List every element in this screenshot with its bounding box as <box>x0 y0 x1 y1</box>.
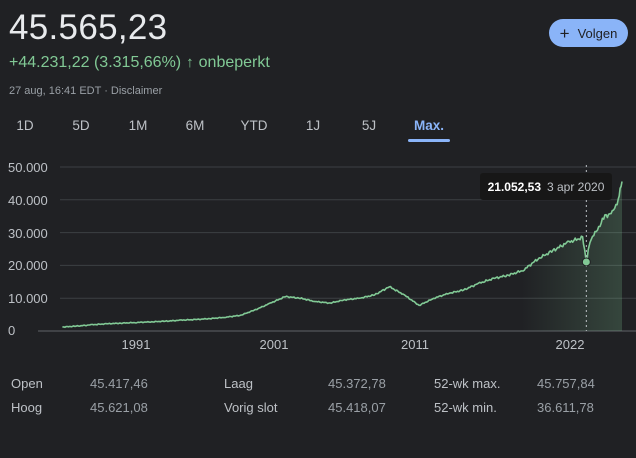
stat-value-52wk-min: 36.611,78 <box>537 400 594 415</box>
tab-6m[interactable]: 6M <box>185 118 205 133</box>
arrow-up-icon: ↑ <box>186 54 194 71</box>
tab-1d[interactable]: 1D <box>16 118 34 133</box>
x-tick-label: 1991 <box>121 337 151 352</box>
stat-value-52wk-max: 45.757,84 <box>537 376 595 391</box>
change-period: onbeperkt <box>198 54 270 71</box>
y-tick-label: 0 <box>8 323 16 338</box>
index-price: 45.565,23 <box>9 8 168 47</box>
tooltip-date: 3 apr 2020 <box>547 179 605 194</box>
y-tick-label: 20.000 <box>8 258 48 273</box>
follow-label: Volgen <box>577 25 618 41</box>
stat-value-prev-close: 45.418,07 <box>328 400 386 415</box>
timestamp-disclaimer[interactable]: 27 aug, 16:41 EDT · Disclaimer <box>9 85 163 97</box>
stat-value-low: 45.372,78 <box>328 376 386 391</box>
price-change: +44.231,22 (3.315,66%) ↑ onbeperkt <box>9 54 270 72</box>
stat-label-high: Hoog <box>11 400 43 415</box>
stat-label-prev-close: Vorig slot <box>224 400 278 415</box>
y-tick-label: 40.000 <box>8 193 48 208</box>
series-line <box>62 181 623 329</box>
stat-label-52wk-max: 52-wk max. <box>434 376 501 391</box>
range-tabs: 1D 5D 1M 6M YTD 1J 5J Max. <box>0 118 636 146</box>
x-tick-label: 2011 <box>401 337 429 352</box>
plus-icon: + <box>559 23 570 43</box>
x-tick-label: 2022 <box>555 337 585 352</box>
chart-tooltip: 21.052,53 3 apr 2020 <box>480 173 612 200</box>
change-value: +44.231,22 (3.315,66%) <box>9 54 182 71</box>
tab-max[interactable]: Max. <box>413 118 445 133</box>
y-tick-label: 30.000 <box>8 226 48 241</box>
stat-value-open: 45.417,46 <box>90 376 148 391</box>
x-tick-label: 2001 <box>259 337 289 352</box>
stat-label-52wk-min: 52-wk min. <box>434 400 497 415</box>
stat-label-open: Open <box>11 376 43 391</box>
tab-1m[interactable]: 1M <box>128 118 148 133</box>
tab-5j[interactable]: 5J <box>361 118 377 133</box>
stat-value-high: 45.621,08 <box>90 400 148 415</box>
y-tick-label: 10.000 <box>8 291 48 306</box>
stat-label-low: Laag <box>224 376 253 391</box>
y-tick-label: 50.000 <box>8 160 48 175</box>
active-tab-indicator <box>408 139 450 142</box>
follow-button[interactable]: + Volgen <box>549 19 628 47</box>
series-area <box>62 181 622 331</box>
tab-5d[interactable]: 5D <box>72 118 90 133</box>
tooltip-value: 21.052,53 <box>487 179 541 194</box>
tab-1j[interactable]: 1J <box>305 118 321 133</box>
hover-point <box>581 257 591 267</box>
tab-ytd[interactable]: YTD <box>240 118 268 133</box>
